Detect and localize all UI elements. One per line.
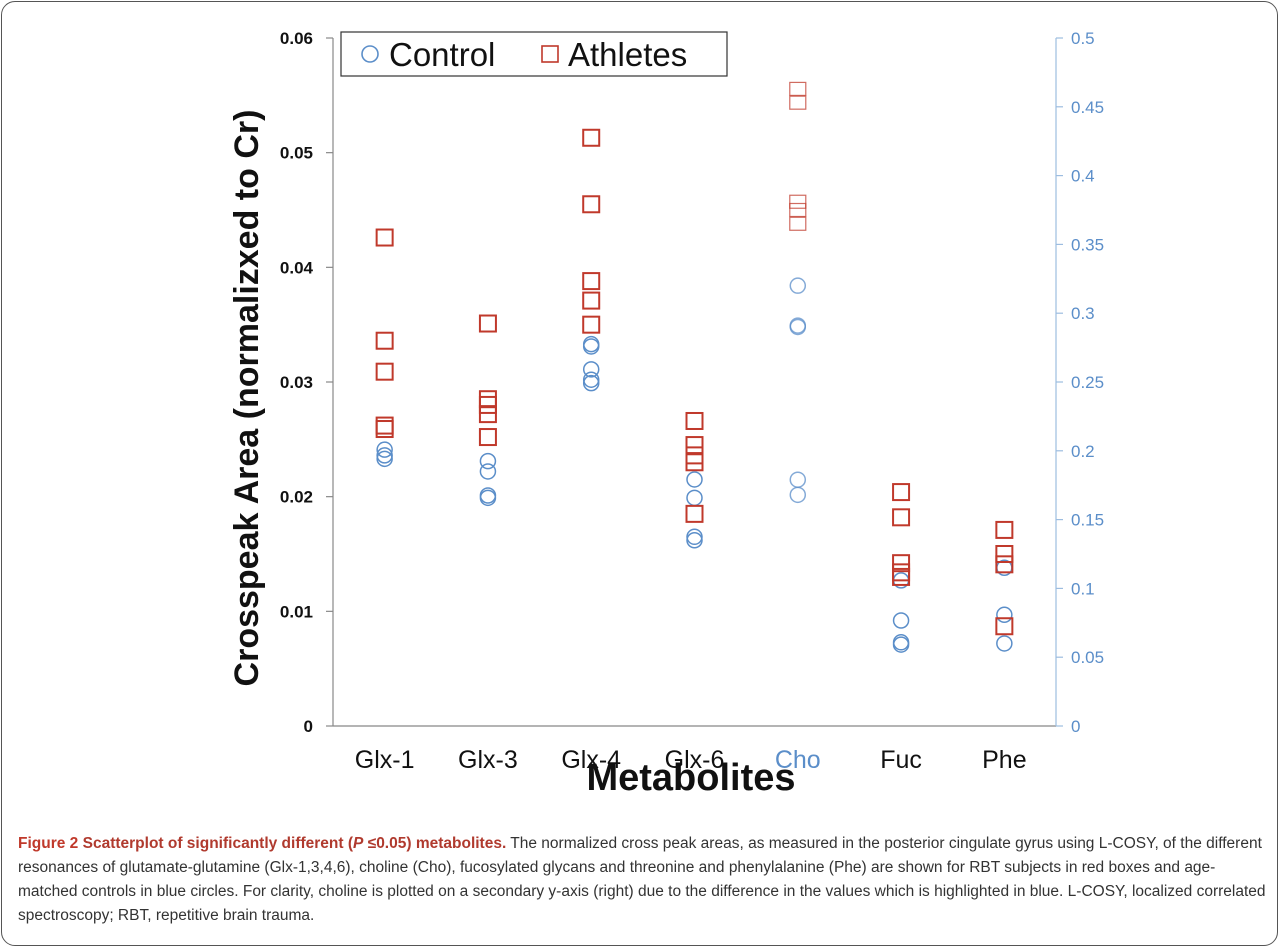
athlete-point: [582, 272, 601, 291]
y-tick-label: 0.02: [280, 488, 313, 507]
athlete-point: [478, 428, 497, 447]
athlete-point: [789, 81, 807, 97]
caption-title-part1: Scatterplot of significantly different (: [82, 835, 354, 852]
caption-title-p: P: [353, 835, 364, 852]
control-point: [789, 486, 807, 504]
athlete-point: [582, 291, 601, 310]
athlete-point: [478, 405, 497, 424]
y2-tick-label: 0: [1071, 717, 1080, 736]
y-tick-label: 0.06: [280, 29, 313, 48]
control-point: [789, 277, 807, 294]
athlete-point: [375, 420, 394, 439]
control-point: [686, 489, 703, 507]
y-axis-title: Crosspeak Area (normalizxed to Cr): [228, 110, 266, 687]
control-point: [996, 606, 1013, 624]
control-point: [376, 441, 393, 458]
control-point: [996, 635, 1013, 652]
control-point: [376, 450, 393, 468]
x-tick-label: Phe: [982, 746, 1026, 774]
x-tick-label: Glx-4: [561, 746, 621, 774]
athlete-point: [582, 315, 601, 334]
legend: Control Athletes: [340, 31, 728, 77]
x-tick-label: Glx-6: [665, 746, 725, 774]
athlete-point: [478, 395, 497, 414]
control-point: [686, 528, 703, 546]
athlete-point: [789, 95, 807, 110]
x-tick-label: Fuc: [880, 746, 922, 774]
scatter-chart: 0 0.01 0.02 0.03 0.04 0.05 0.06 0 0.05 0.1 0.15 0.2…: [228, 29, 1104, 799]
athlete-point: [478, 390, 497, 409]
athlete-point: [789, 202, 807, 218]
athlete-point: [685, 436, 704, 455]
control-point: [789, 318, 807, 336]
legend-control-label: Control: [389, 36, 495, 73]
y2-tick-label: 0.25: [1071, 373, 1104, 392]
control-point: [686, 531, 703, 549]
caption-body: The normalized cross peak areas, as meas…: [18, 835, 1266, 924]
athlete-point: [685, 446, 704, 465]
control-point: [479, 452, 497, 470]
axes: 0 0.01 0.02 0.03 0.04 0.05 0.06 0 0.05 0.1 0.15 0.2…: [280, 29, 1104, 774]
athlete-point: [685, 453, 704, 472]
legend-control-marker: [361, 45, 379, 63]
y2-tick-label: 0.4: [1071, 167, 1095, 186]
athlete-point: [995, 555, 1014, 574]
athlete-point: [375, 331, 394, 350]
athlete-point: [892, 483, 911, 502]
control-point: [789, 317, 807, 334]
caption-figure-label: Figure 2: [18, 835, 79, 852]
y2-tick-label: 0.1: [1071, 579, 1095, 598]
control-point: [479, 463, 497, 480]
y2-tick-label: 0.15: [1071, 511, 1104, 530]
control-point: [686, 471, 703, 488]
athlete-point: [685, 411, 704, 430]
y-tick-label: 0.01: [280, 602, 313, 621]
control-point: [892, 612, 910, 629]
athlete-point: [789, 194, 807, 209]
athlete-point: [892, 554, 911, 573]
y2-tick-label: 0.05: [1071, 648, 1104, 667]
athlete-point: [995, 545, 1014, 563]
x-tick-label: Glx-3: [458, 746, 518, 774]
control-point: [582, 374, 600, 392]
athlete-point: [582, 128, 601, 147]
athlete-point: [789, 216, 807, 231]
x-axis-title: Metabolites: [586, 757, 795, 799]
x-tick-label: Glx-1: [355, 746, 415, 774]
y-tick-label: 0: [304, 717, 313, 736]
athlete-point: [995, 520, 1014, 539]
figure-caption: Figure 2 Scatterplot of significantly di…: [18, 832, 1268, 928]
athlete-point: [995, 617, 1014, 636]
control-point: [376, 447, 393, 464]
control-point: [789, 471, 807, 488]
x-tick-label: Cho: [775, 746, 821, 774]
control-point: [582, 338, 600, 355]
athlete-point: [685, 504, 704, 523]
y2-tick-label: 0.3: [1071, 304, 1095, 323]
control-point: [479, 489, 497, 507]
control-point: [582, 361, 600, 378]
athlete-point: [582, 195, 601, 214]
y-tick-label: 0.04: [280, 258, 314, 277]
caption-title-part2: ≤0.05) metabolites.: [363, 835, 507, 852]
y2-tick-label: 0.5: [1071, 29, 1095, 48]
data-marks: [375, 81, 1014, 653]
legend-box: [340, 31, 728, 77]
athlete-point: [375, 416, 394, 435]
athlete-point: [892, 508, 911, 527]
control-point: [582, 371, 600, 388]
y-tick-label: 0.03: [280, 373, 313, 392]
y2-tick-label: 0.2: [1071, 442, 1095, 461]
y-tick-label: 0.05: [280, 144, 313, 163]
athlete-point: [375, 362, 394, 381]
control-point: [892, 636, 910, 653]
y2-tick-label: 0.45: [1071, 98, 1104, 117]
athlete-point: [892, 567, 911, 586]
athlete-point: [375, 228, 394, 247]
legend-athletes-label: Athletes: [568, 36, 687, 73]
athlete-point: [478, 314, 497, 333]
y2-tick-label: 0.35: [1071, 235, 1104, 254]
legend-athletes-marker: [541, 45, 559, 63]
